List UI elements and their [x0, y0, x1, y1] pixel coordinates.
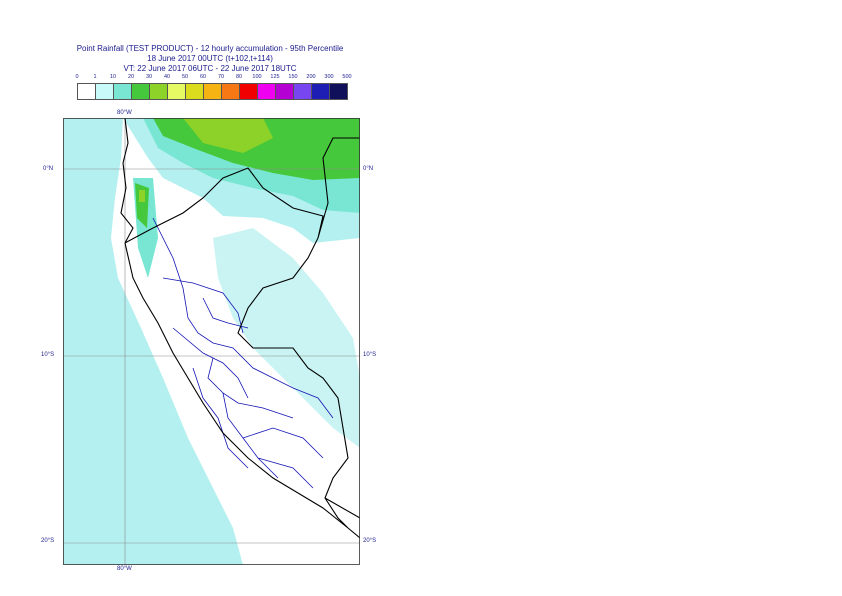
color-legend: 0 1 10 20 30 40 50 60 70 80 100 125 150 200 300 500: [75, 74, 352, 102]
base-time: 18 June 2017 00UTC (t+102,t+114): [147, 54, 273, 63]
legend-swatch: [113, 83, 132, 100]
lat-label-left-20: 20°S: [41, 538, 55, 544]
legend-swatch: [293, 83, 312, 100]
legend-swatch: [311, 83, 330, 100]
lat-label-right-10: 10°S: [363, 352, 377, 358]
legend-tick: 200: [306, 74, 316, 80]
legend-tick: 100: [252, 74, 262, 80]
legend-swatch: [77, 83, 96, 100]
legend-tick: 40: [163, 74, 171, 80]
legend-tick: 10: [109, 74, 117, 80]
legend-tick: 60: [199, 74, 207, 80]
legend-tick: 20: [127, 74, 135, 80]
legend-swatch: [167, 83, 186, 100]
valid-time: VT: 22 June 2017 06UTC - 22 June 2017 18…: [123, 64, 297, 73]
legend-swatch: [221, 83, 240, 100]
lon-label-top: 80°W: [117, 110, 132, 116]
legend-swatch: [239, 83, 258, 100]
legend-tick: 30: [145, 74, 153, 80]
legend-tick: 70: [217, 74, 225, 80]
legend-tick: 300: [324, 74, 334, 80]
map-title: Point Rainfall (TEST PRODUCT) - 12 hourl…: [76, 44, 344, 53]
rainfall-map: [63, 118, 360, 565]
lat-label-left-0: 0°N: [43, 166, 54, 172]
map-frame: [63, 118, 360, 565]
legend-tick: 1: [93, 74, 97, 80]
heavy-rain-field: [139, 118, 273, 202]
legend-swatch: [149, 83, 168, 100]
legend-swatch: [275, 83, 294, 100]
legend-swatch: [131, 83, 150, 100]
legend-tick: 500: [342, 74, 352, 80]
legend-swatch: [257, 83, 276, 100]
legend-swatch: [329, 83, 348, 100]
legend-tick: 125: [270, 74, 280, 80]
country-borders: [120, 118, 360, 539]
legend-swatch: [203, 83, 222, 100]
lat-label-right-0: 0°N: [363, 166, 374, 172]
legend-tick: 80: [235, 74, 243, 80]
region-borders: [152, 217, 334, 489]
legend-tick: 150: [288, 74, 298, 80]
legend-swatch: [95, 83, 114, 100]
legend-tick: 0: [75, 74, 79, 80]
legend-swatch: [185, 83, 204, 100]
lat-label-right-20: 20°S: [363, 538, 377, 544]
lon-label-bottom: 80°W: [117, 566, 132, 572]
legend-tick: 50: [181, 74, 189, 80]
lat-label-left-10: 10°S: [41, 352, 55, 358]
